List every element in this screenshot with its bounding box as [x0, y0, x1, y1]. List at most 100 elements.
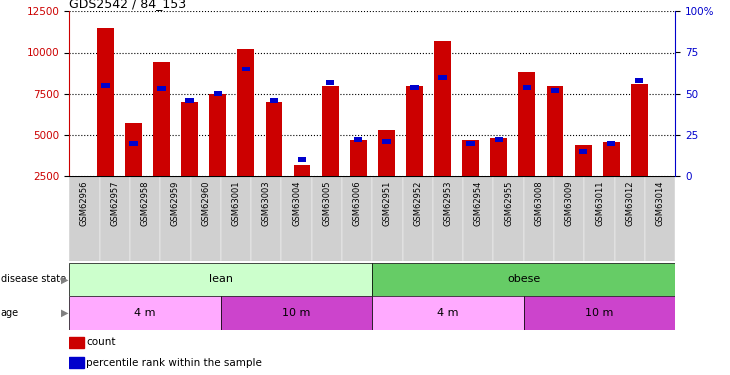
Text: obese: obese: [507, 274, 540, 284]
Text: GDS2542 / 84_153: GDS2542 / 84_153: [69, 0, 186, 10]
Text: GSM62958: GSM62958: [141, 180, 150, 226]
Bar: [579, 149, 588, 154]
Bar: [153, 62, 170, 176]
Bar: [523, 85, 531, 90]
Bar: [575, 145, 591, 176]
Bar: [161, 176, 191, 261]
Text: GSM62954: GSM62954: [474, 180, 483, 226]
Bar: [466, 141, 475, 146]
Bar: [494, 138, 503, 142]
Text: GSM63009: GSM63009: [565, 180, 574, 226]
Bar: [493, 176, 524, 261]
Text: GSM63006: GSM63006: [353, 180, 361, 226]
Bar: [269, 98, 278, 103]
Bar: [438, 75, 447, 80]
Bar: [547, 86, 564, 176]
Bar: [406, 86, 423, 176]
Bar: [69, 176, 99, 261]
Text: count: count: [86, 338, 116, 347]
Bar: [69, 337, 84, 348]
Bar: [69, 262, 372, 296]
Text: GSM62951: GSM62951: [383, 180, 392, 226]
Bar: [354, 138, 363, 142]
Bar: [463, 176, 493, 261]
Bar: [382, 139, 391, 144]
Bar: [191, 176, 220, 261]
Bar: [221, 296, 372, 330]
Bar: [434, 41, 451, 176]
Bar: [603, 142, 620, 176]
Bar: [607, 141, 615, 146]
Text: GSM63001: GSM63001: [231, 180, 240, 226]
Bar: [130, 176, 161, 261]
Text: GSM62957: GSM62957: [110, 180, 119, 226]
Bar: [237, 49, 254, 176]
Text: lean: lean: [209, 274, 233, 284]
Text: ▶: ▶: [61, 274, 68, 284]
Bar: [550, 88, 559, 93]
Bar: [125, 123, 142, 176]
Bar: [129, 141, 138, 146]
Text: GSM62956: GSM62956: [80, 180, 89, 226]
Bar: [491, 138, 507, 176]
Bar: [181, 102, 198, 176]
Bar: [584, 176, 615, 261]
Bar: [251, 176, 282, 261]
Bar: [298, 157, 307, 162]
Bar: [282, 176, 312, 261]
Bar: [322, 86, 339, 176]
Bar: [69, 357, 84, 368]
Bar: [631, 84, 648, 176]
Bar: [97, 28, 114, 176]
Bar: [157, 86, 166, 91]
Bar: [410, 85, 419, 90]
Bar: [403, 176, 433, 261]
Text: GSM62955: GSM62955: [504, 180, 513, 226]
Bar: [221, 176, 251, 261]
Bar: [293, 165, 310, 176]
Bar: [372, 176, 403, 261]
Text: 10 m: 10 m: [283, 308, 311, 318]
Text: age: age: [1, 308, 19, 318]
Bar: [266, 102, 283, 176]
Bar: [210, 94, 226, 176]
Bar: [101, 83, 110, 88]
Text: GSM63011: GSM63011: [595, 180, 604, 226]
Text: GSM63003: GSM63003: [262, 180, 271, 226]
Text: percentile rank within the sample: percentile rank within the sample: [86, 358, 262, 368]
Text: disease state: disease state: [1, 274, 66, 284]
Bar: [213, 91, 222, 96]
Bar: [242, 66, 250, 72]
Text: ▶: ▶: [61, 308, 68, 318]
Text: GSM63005: GSM63005: [323, 180, 331, 226]
Bar: [69, 296, 221, 330]
Bar: [372, 296, 524, 330]
Bar: [372, 262, 675, 296]
Bar: [524, 296, 675, 330]
Bar: [312, 176, 342, 261]
Text: GSM63014: GSM63014: [656, 180, 664, 226]
Bar: [99, 176, 130, 261]
Text: 4 m: 4 m: [437, 308, 458, 318]
Bar: [462, 140, 479, 176]
Text: GSM63012: GSM63012: [626, 180, 634, 226]
Bar: [433, 176, 464, 261]
Bar: [635, 78, 643, 83]
Text: 4 m: 4 m: [134, 308, 155, 318]
Bar: [185, 98, 194, 103]
Text: GSM63008: GSM63008: [534, 180, 543, 226]
Text: GSM62953: GSM62953: [444, 180, 453, 226]
Bar: [615, 176, 645, 261]
Text: GSM62952: GSM62952: [413, 180, 422, 226]
Bar: [350, 140, 366, 176]
Bar: [524, 176, 554, 261]
Bar: [378, 130, 395, 176]
Bar: [554, 176, 584, 261]
Bar: [518, 72, 535, 176]
Bar: [645, 176, 675, 261]
Text: 10 m: 10 m: [585, 308, 614, 318]
Bar: [342, 176, 372, 261]
Bar: [326, 80, 334, 85]
Text: GSM62960: GSM62960: [201, 180, 210, 226]
Text: GSM62959: GSM62959: [171, 180, 180, 226]
